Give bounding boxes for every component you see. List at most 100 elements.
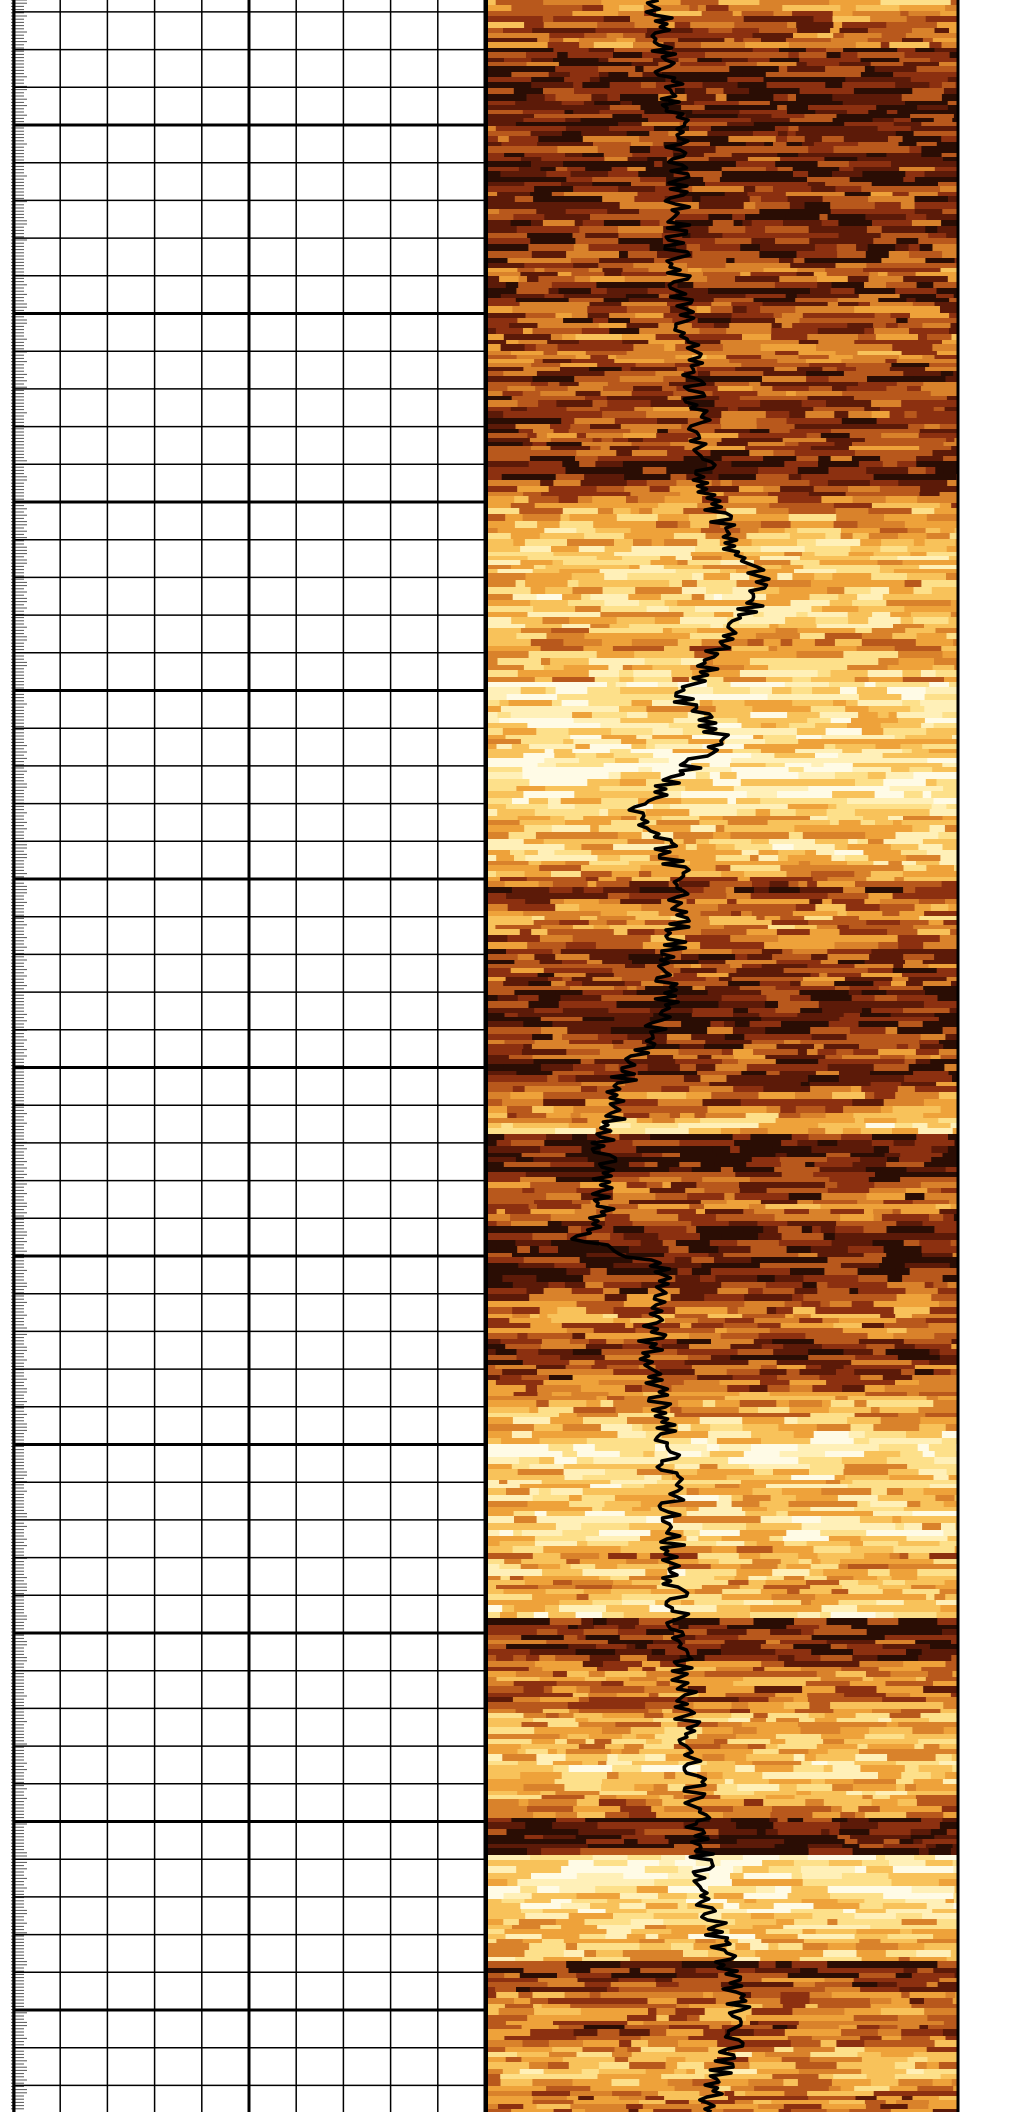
image-cell — [764, 973, 811, 978]
image-cell — [835, 1233, 881, 1241]
image-cell — [827, 52, 842, 59]
image-cell — [700, 446, 745, 451]
image-cell — [868, 670, 903, 678]
image-cell — [675, 22, 691, 29]
image-cell — [589, 861, 629, 866]
image-cell — [885, 359, 897, 364]
image-cell — [800, 556, 830, 561]
image-cell — [746, 142, 765, 147]
image-cell — [487, 118, 524, 123]
image-cell — [930, 825, 946, 833]
image-cell — [828, 302, 839, 307]
image-cell — [514, 855, 526, 862]
image-cell — [602, 196, 635, 203]
image-cell — [836, 767, 853, 773]
image-cell — [864, 282, 873, 289]
image-cell — [620, 899, 662, 905]
image-cell — [642, 718, 674, 724]
image-cell — [660, 1204, 690, 1210]
image-cell — [814, 1162, 853, 1168]
image-cell — [902, 861, 917, 866]
image-cell — [688, 560, 721, 566]
image-cell — [496, 758, 532, 764]
image-cell — [781, 1162, 806, 1168]
image-cell — [539, 258, 572, 264]
image-cell — [830, 1172, 875, 1178]
image-cell — [487, 694, 507, 701]
image-cell — [727, 94, 742, 102]
image-cell — [511, 72, 549, 78]
image-cell — [511, 351, 544, 356]
image-cell — [923, 161, 959, 168]
image-cell — [697, 1071, 742, 1076]
image-cell — [544, 758, 579, 764]
image-cell — [539, 1314, 548, 1319]
image-cell — [544, 214, 590, 221]
image-cell — [810, 1086, 851, 1093]
image-cell — [753, 1049, 798, 1056]
image-cell — [664, 1253, 709, 1258]
image-cell — [743, 38, 761, 43]
image-cell — [727, 1075, 758, 1083]
image-cell — [716, 62, 726, 67]
image-cell — [895, 646, 942, 652]
image-cell — [686, 1092, 712, 1100]
image-cell — [487, 306, 513, 314]
image-cell — [934, 508, 952, 515]
image-cell — [607, 161, 654, 168]
image-cell — [924, 1233, 959, 1241]
image-cell — [636, 1146, 662, 1154]
image-cell — [673, 960, 699, 965]
image-cell — [879, 1001, 925, 1009]
image-cell — [926, 528, 941, 534]
image-cell — [903, 816, 943, 821]
image-cell — [739, 66, 779, 73]
image-cell — [566, 126, 610, 132]
image-cell — [661, 594, 692, 601]
image-cell — [640, 220, 660, 227]
image-cell — [903, 186, 940, 193]
image-cell — [830, 202, 875, 210]
image-cell — [613, 1193, 641, 1201]
image-cell — [620, 718, 642, 724]
image-cell — [866, 153, 887, 158]
image-cell — [598, 146, 631, 154]
image-cell — [897, 1027, 943, 1035]
image-cell — [616, 344, 634, 352]
image-cell — [554, 850, 591, 856]
image-cell — [533, 429, 554, 434]
image-cell — [732, 646, 770, 652]
image-cell — [781, 639, 793, 647]
image-cell — [530, 1182, 572, 1189]
image-cell — [570, 735, 602, 740]
image-cell — [764, 682, 785, 688]
image-cell — [938, 1288, 959, 1295]
image-cell — [652, 767, 667, 773]
image-cell — [905, 580, 922, 588]
image-cell — [755, 202, 790, 210]
image-cell — [505, 1013, 519, 1018]
image-cell — [704, 850, 742, 856]
image-cell — [808, 396, 821, 401]
image-cell — [699, 960, 726, 965]
image-cell — [733, 1167, 775, 1173]
image-cell — [764, 268, 798, 273]
image-cell — [751, 893, 783, 900]
image-cell — [622, 556, 661, 561]
image-cell — [837, 1182, 875, 1189]
image-cell — [766, 411, 790, 419]
image-cell — [913, 302, 935, 307]
image-cell — [487, 209, 500, 215]
image-cell — [888, 136, 903, 143]
image-cell — [800, 1008, 822, 1014]
image-cell — [604, 153, 633, 158]
image-cell — [717, 1288, 748, 1295]
image-cell — [928, 233, 947, 239]
image-cell — [880, 546, 908, 553]
image-cell — [553, 949, 562, 955]
image-cell — [554, 1263, 567, 1269]
image-cell — [611, 1128, 646, 1135]
image-cell — [517, 1113, 547, 1119]
image-cell — [829, 1177, 869, 1183]
image-cell — [911, 77, 949, 83]
